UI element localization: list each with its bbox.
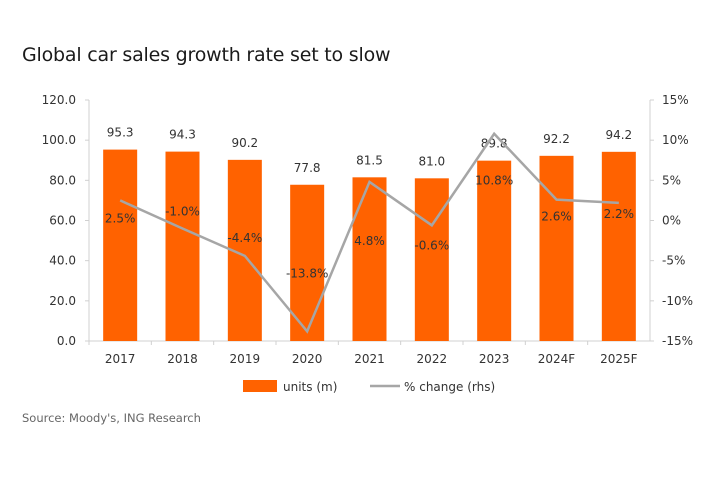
right-tick-label: -10% <box>662 294 693 308</box>
right-tick-label: -15% <box>662 334 693 348</box>
bar-2023 <box>477 160 512 341</box>
left-tick-label: 20.0 <box>49 294 76 308</box>
legend-swatch-units <box>243 380 277 392</box>
bar-2024F <box>539 155 574 341</box>
x-tick-label: 2024F <box>538 352 576 366</box>
legend-label-units: units (m) <box>283 380 337 394</box>
left-tick-label: 40.0 <box>49 254 76 268</box>
source-note: Source: Moody's, ING Research <box>22 411 201 425</box>
x-tick-label: 2025F <box>600 352 638 366</box>
bar-value-label: 94.3 <box>169 128 196 142</box>
pct-change-label: -13.8% <box>286 266 328 280</box>
pct-change-label: 2.6% <box>541 210 572 224</box>
pct-change-label: -4.4% <box>227 231 262 245</box>
right-tick-label: 10% <box>662 133 689 147</box>
left-tick-label: 80.0 <box>49 173 76 187</box>
bar-2018 <box>165 151 200 341</box>
bar-2017 <box>103 149 138 341</box>
x-tick-label: 2018 <box>167 352 198 366</box>
bar-value-label: 77.8 <box>294 161 321 175</box>
left-tick-label: 0.0 <box>57 334 76 348</box>
bar-value-label: 81.0 <box>418 154 445 168</box>
x-tick-label: 2023 <box>479 352 510 366</box>
legend-label-pct-change: % change (rhs) <box>404 380 495 394</box>
left-tick-label: 60.0 <box>49 214 76 228</box>
chart-title: Global car sales growth rate set to slow <box>22 44 391 66</box>
bar-2025F <box>601 151 636 341</box>
bar-value-label: 92.2 <box>543 132 570 146</box>
x-tick-label: 2017 <box>105 352 136 366</box>
bar-value-label: 81.5 <box>356 153 383 167</box>
x-tick-label: 2019 <box>230 352 261 366</box>
bar-2020 <box>290 184 325 341</box>
left-tick-label: 100.0 <box>42 133 76 147</box>
bar-value-label: 90.2 <box>231 136 258 150</box>
pct-change-label: 10.8% <box>475 174 513 188</box>
bar-2021 <box>352 177 387 341</box>
x-tick-label: 2022 <box>417 352 448 366</box>
right-tick-label: 15% <box>662 93 689 107</box>
pct-change-label: -1.0% <box>165 205 200 219</box>
pct-change-label: 4.8% <box>354 234 385 248</box>
pct-change-label: 2.5% <box>105 211 136 225</box>
pct-change-label: 2.2% <box>604 207 635 221</box>
right-tick-label: 5% <box>662 173 681 187</box>
right-tick-label: 0% <box>662 214 681 228</box>
bar-value-label: 95.3 <box>107 126 134 140</box>
right-tick-label: -5% <box>662 254 685 268</box>
bar-value-label: 94.2 <box>605 128 632 142</box>
x-tick-label: 2021 <box>354 352 385 366</box>
bar-2022 <box>414 178 449 341</box>
pct-change-label: -0.6% <box>414 238 449 252</box>
left-tick-label: 120.0 <box>42 93 76 107</box>
x-tick-label: 2020 <box>292 352 323 366</box>
